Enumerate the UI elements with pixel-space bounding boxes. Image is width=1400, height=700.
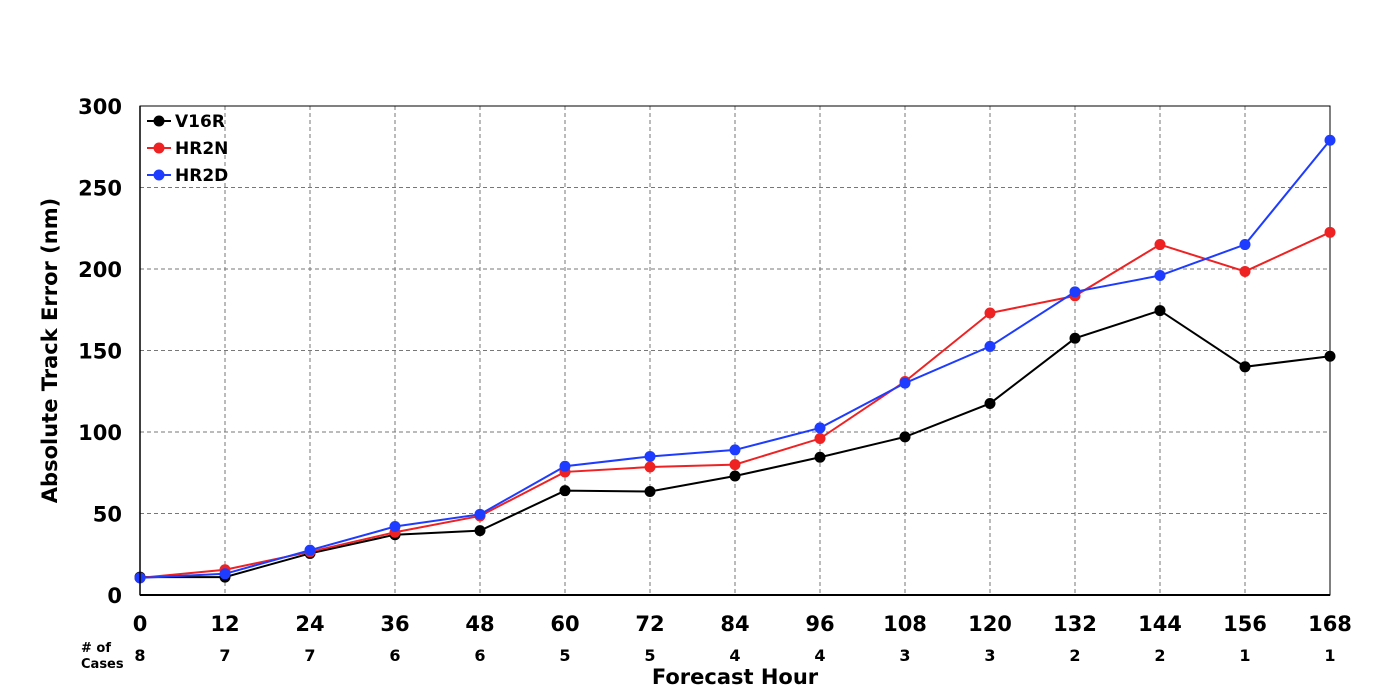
- data-point: [1324, 350, 1336, 362]
- x-tick-label: 132: [1053, 612, 1097, 636]
- case-count: 5: [644, 646, 655, 665]
- cases-label-line2: Cases: [81, 657, 124, 672]
- legend-label: HR2D: [175, 166, 228, 186]
- legend: V16R HR2N HR2D: [147, 112, 228, 186]
- data-point: [1239, 265, 1251, 277]
- case-count: 2: [1154, 646, 1165, 665]
- x-tick-labels: 0 12 24 36 48 60 72 84 96 108 120 132 144 156 168: [133, 612, 1352, 636]
- data-point: [729, 470, 741, 482]
- data-point: [1069, 332, 1081, 344]
- x-tick-label: 24: [295, 612, 324, 636]
- y-tick-label: 150: [78, 340, 122, 364]
- case-count: 7: [304, 646, 315, 665]
- data-point: [1154, 270, 1166, 282]
- legend-label: HR2N: [175, 139, 228, 159]
- data-point: [729, 444, 741, 456]
- data-point: [899, 431, 911, 443]
- x-tick-label: 120: [968, 612, 1012, 636]
- data-point: [1154, 239, 1166, 251]
- y-tick-labels: 0 50 100 150 200 250 300: [78, 95, 122, 608]
- legend-item-hr2d: HR2D: [147, 166, 228, 186]
- data-point: [899, 377, 911, 389]
- axes: [139, 106, 1330, 596]
- case-count: 1: [1239, 646, 1250, 665]
- case-count: 1: [1324, 646, 1335, 665]
- data-point: [1239, 239, 1251, 251]
- data-point: [814, 433, 826, 445]
- case-count: 6: [474, 646, 485, 665]
- data-point: [984, 340, 996, 352]
- y-tick-label: 200: [78, 258, 122, 282]
- data-point: [559, 460, 571, 472]
- cases-label-line1: # of: [81, 641, 111, 656]
- case-count: 8: [134, 646, 145, 665]
- data-point: [1239, 361, 1251, 373]
- data-series: [134, 134, 1336, 584]
- series-hr2d: [134, 134, 1336, 584]
- case-count: 3: [899, 646, 910, 665]
- legend-label: V16R: [175, 112, 225, 132]
- data-point: [474, 508, 486, 520]
- case-count: 7: [219, 646, 230, 665]
- x-tick-label: 108: [883, 612, 927, 636]
- y-axis-title: Absolute Track Error (nm): [38, 198, 62, 503]
- case-count: 2: [1069, 646, 1080, 665]
- x-tick-label: 72: [635, 612, 664, 636]
- case-count-labels: 8 7 7 6 6 5 5 4 4 3 3 2 2 1 1: [134, 646, 1335, 665]
- x-tick-label: 36: [380, 612, 409, 636]
- case-count: 4: [729, 646, 740, 665]
- data-point: [1154, 305, 1166, 317]
- x-tick-label: 48: [465, 612, 494, 636]
- legend-item-v16r: V16R: [147, 112, 225, 132]
- data-point: [814, 422, 826, 434]
- data-point: [984, 307, 996, 319]
- data-point: [474, 525, 486, 537]
- data-point: [729, 459, 741, 471]
- data-point: [219, 568, 231, 580]
- x-tick-label: 0: [133, 612, 148, 636]
- x-axis-title: Forecast Hour: [652, 665, 819, 689]
- x-tick-label: 12: [210, 612, 239, 636]
- data-point: [814, 451, 826, 463]
- y-tick-label: 100: [78, 421, 122, 445]
- data-point: [644, 485, 656, 497]
- y-tick-label: 250: [78, 177, 122, 201]
- data-point: [389, 521, 401, 533]
- case-count: 5: [559, 646, 570, 665]
- data-point: [644, 461, 656, 473]
- data-point: [984, 397, 996, 409]
- legend-marker: [153, 115, 165, 127]
- y-tick-label: 50: [93, 503, 122, 527]
- x-tick-label: 96: [805, 612, 834, 636]
- legend-marker: [153, 169, 165, 181]
- y-tick-label: 0: [107, 584, 122, 608]
- data-point: [304, 544, 316, 556]
- data-point: [1069, 286, 1081, 298]
- case-count: 4: [814, 646, 825, 665]
- data-point: [559, 485, 571, 497]
- case-count: 3: [984, 646, 995, 665]
- case-count: 6: [389, 646, 400, 665]
- x-tick-label: 144: [1138, 612, 1182, 636]
- x-tick-label: 60: [550, 612, 579, 636]
- x-tick-label: 168: [1308, 612, 1352, 636]
- grid-lines: [140, 106, 1330, 595]
- x-tick-label: 156: [1223, 612, 1267, 636]
- legend-marker: [153, 142, 165, 154]
- data-point: [1324, 134, 1336, 146]
- data-point: [1324, 226, 1336, 238]
- x-tick-label: 84: [720, 612, 749, 636]
- legend-item-hr2n: HR2N: [147, 139, 228, 159]
- data-point: [644, 450, 656, 462]
- y-tick-label: 300: [78, 95, 122, 119]
